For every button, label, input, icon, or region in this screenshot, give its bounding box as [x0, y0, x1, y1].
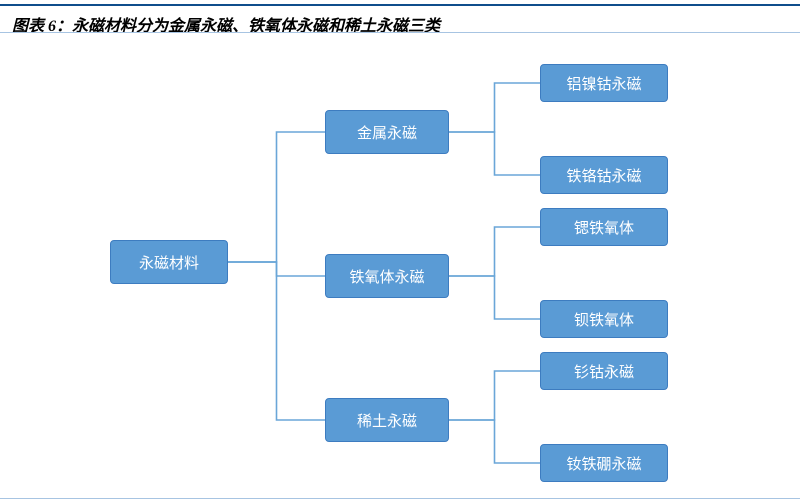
tree-node-root: 永磁材料 — [110, 240, 228, 284]
bottom-rule — [0, 498, 800, 499]
tree-node-m2: 铁氧体永磁 — [325, 254, 449, 298]
tree-node-l3: 锶铁氧体 — [540, 208, 668, 246]
diagram-canvas: 永磁材料 金属永磁铁氧体永磁稀土永磁 铝镍钴永磁铁铬钴永磁锶铁氧体钡铁氧体钐钴永磁钕… — [0, 34, 800, 496]
connector-root-m3 — [228, 262, 325, 420]
title-underline — [0, 32, 800, 33]
tree-node-l6: 钕铁硼永磁 — [540, 444, 668, 482]
connector-m1-l2 — [449, 132, 540, 175]
tree-node-l4: 钡铁氧体 — [540, 300, 668, 338]
tree-node-m3: 稀土永磁 — [325, 398, 449, 442]
tree-node-l5: 钐钴永磁 — [540, 352, 668, 390]
connector-m3-l5 — [449, 371, 540, 420]
tree-node-m1: 金属永磁 — [325, 110, 449, 154]
connector-m2-l3 — [449, 227, 540, 276]
tree-node-l1: 铝镍钴永磁 — [540, 64, 668, 102]
connector-m2-l4 — [449, 276, 540, 319]
connector-root-m1 — [228, 132, 325, 262]
connector-m1-l1 — [449, 83, 540, 132]
connector-m3-l6 — [449, 420, 540, 463]
tree-node-l2: 铁铬钴永磁 — [540, 156, 668, 194]
